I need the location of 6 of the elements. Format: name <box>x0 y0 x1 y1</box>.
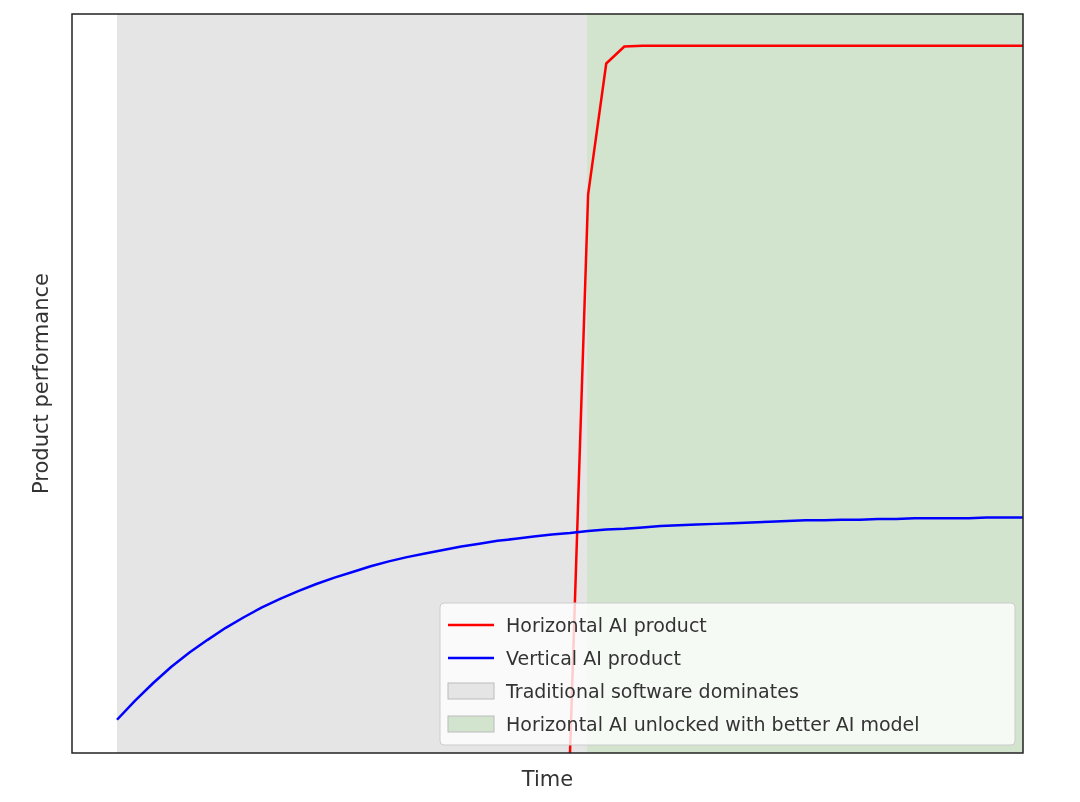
legend-label: Horizontal AI product <box>506 614 707 636</box>
legend-label: Vertical AI product <box>506 647 681 669</box>
y-axis-title: Product performance <box>29 273 53 494</box>
annotation: Traditional software dominates <box>505 680 799 702</box>
annotation: Horizontal AI unlocked with better AI model <box>506 713 920 735</box>
x-axis-title: Time <box>520 767 574 791</box>
